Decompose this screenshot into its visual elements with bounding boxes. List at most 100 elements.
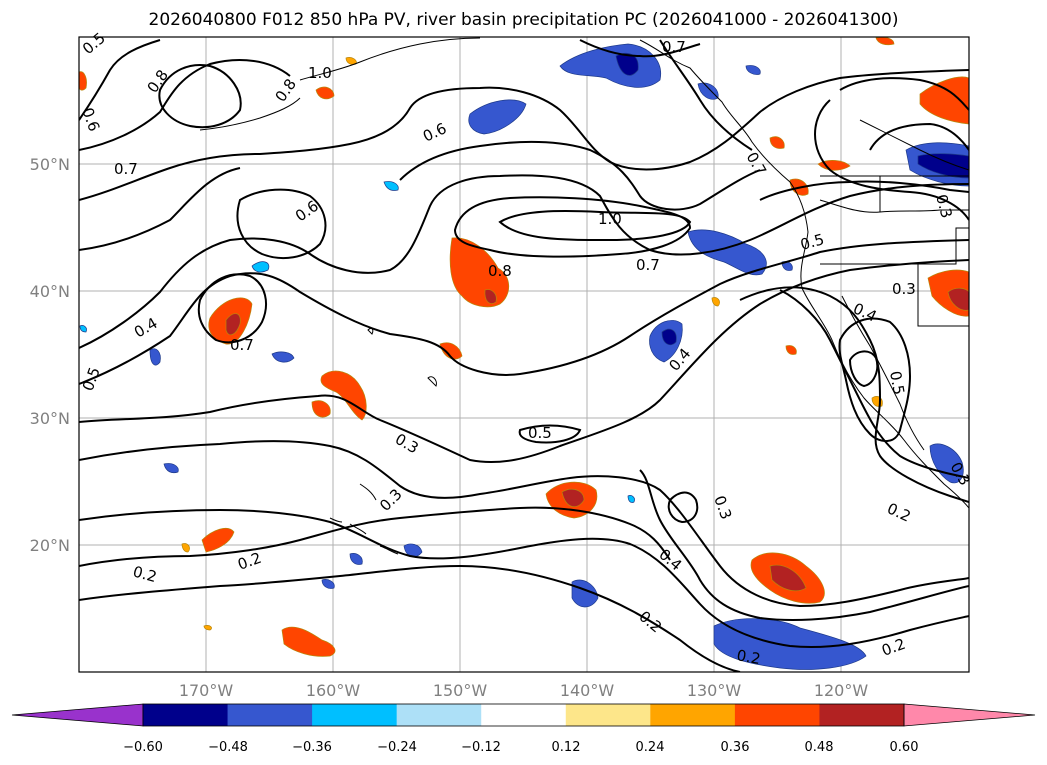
precip-blob (320, 370, 367, 421)
precip-blob (315, 86, 335, 100)
colorbar-extend-max (903, 703, 1036, 727)
contour-label: 0.8 (272, 75, 300, 105)
contour-label: 0.2 (879, 635, 908, 660)
precip-blob (79, 71, 87, 91)
negative-precip-areas (79, 43, 969, 670)
lat-label: 50°N (30, 155, 70, 174)
precip-blob (687, 229, 767, 276)
contour-label: 0.4 (850, 299, 879, 325)
precip-blob (271, 351, 295, 363)
precip-blob (559, 43, 662, 88)
contour-label: 0.2 (884, 499, 913, 525)
contour-label: 0.6 (78, 105, 103, 134)
contour-label: 0.5 (528, 424, 552, 442)
precip-blob (149, 348, 161, 366)
colorbar-tick-label: 0.48 (805, 740, 834, 755)
map-frame (78, 36, 970, 673)
precip-blob (403, 543, 423, 558)
colorbar: −0.60 −0.48 −0.36 −0.24 −0.12 0.12 0.24 … (11, 703, 1036, 755)
precip-blob (929, 443, 964, 484)
contour-label: 0.6 (292, 197, 322, 225)
lon-label: 160°W (306, 681, 361, 700)
precip-blob (661, 328, 677, 346)
pv-contours (79, 39, 969, 672)
gridlines (79, 37, 969, 672)
contour-label: 1.0 (308, 64, 332, 82)
contour-label: 0.3 (932, 192, 956, 220)
precip-blob (468, 99, 527, 135)
contour-label: 0.7 (636, 256, 660, 274)
contour-label: 0.7 (743, 149, 771, 179)
colorbar-segment (650, 704, 736, 726)
contour-label: 0.8 (488, 262, 512, 280)
precip-blob (349, 553, 363, 565)
lon-label: 140°W (560, 681, 615, 700)
precip-blob (201, 528, 235, 553)
contour-label: 0.5 (79, 365, 104, 394)
precip-blob (697, 82, 719, 100)
precip-blob (947, 287, 969, 311)
colorbar-frame (142, 703, 905, 727)
precip-blob (281, 626, 336, 657)
precip-blob (439, 342, 463, 360)
precip-blob (561, 488, 585, 507)
precip-blob (769, 136, 785, 149)
contour-label: 0.3 (892, 280, 916, 298)
contour-label: 0.5 (798, 230, 826, 254)
longitude-labels: 170°W 160°W 150°W 140°W 130°W 120°W (179, 681, 869, 700)
precip-blob (163, 463, 179, 474)
precip-blob (203, 625, 212, 631)
coastlines (199, 37, 969, 555)
colorbar-segment (227, 704, 313, 726)
colorbar-tick-label: −0.24 (377, 740, 417, 755)
colorbar-segment (481, 704, 567, 726)
colorbar-tick-label: 0.12 (552, 740, 581, 755)
colorbar-extend-min (11, 703, 144, 727)
lon-label: 120°W (814, 681, 869, 700)
colorbar-tick-label: 0.24 (636, 740, 665, 755)
colorbar-tick-label: −0.12 (461, 740, 501, 755)
lon-label: 170°W (179, 681, 234, 700)
precip-blob (745, 65, 761, 75)
colorbar-segment (396, 704, 482, 726)
precip-blob (917, 153, 969, 179)
lat-label: 30°N (30, 409, 70, 428)
contour-label: 0.3 (392, 430, 422, 458)
precip-blob (919, 76, 969, 125)
colorbar-tick-label: 0.36 (721, 740, 750, 755)
colorbar-tick-label: −0.48 (208, 740, 248, 755)
contour-label: 0.5 (886, 370, 908, 397)
lon-label: 150°W (433, 681, 488, 700)
precip-blob (311, 400, 331, 418)
precip-blob (225, 313, 241, 336)
map-title: 2026040800 F012 850 hPa PV, river basin … (148, 10, 899, 30)
contour-label: 1.0 (598, 210, 622, 228)
contour-label: 0.4 (131, 314, 161, 342)
precip-blob (449, 237, 510, 308)
precip-blob (321, 579, 335, 589)
contour-label: 0.7 (230, 336, 254, 354)
lat-label: 40°N (30, 282, 70, 301)
precip-blob (181, 543, 190, 553)
colorbar-tick-label: −0.36 (292, 740, 332, 755)
colorbar-segment (312, 704, 398, 726)
contour-label: 0.6 (420, 119, 449, 145)
precip-blob (383, 181, 399, 191)
colorbar-segment (143, 704, 229, 726)
positive-precip-areas (79, 37, 969, 657)
lon-label: 130°W (687, 681, 742, 700)
precip-blob (817, 160, 851, 171)
precip-blob (79, 325, 87, 333)
colorbar-segment (734, 704, 820, 726)
lat-label: 20°N (30, 536, 70, 555)
contour-label: 0.7 (114, 160, 138, 178)
precip-blob (785, 345, 797, 355)
precip-blob (769, 564, 807, 592)
colorbar-segment (819, 704, 905, 726)
precip-blob (627, 495, 635, 503)
precip-blob (713, 618, 867, 670)
contour-label: 0.5 (79, 29, 109, 58)
contour-label: 0.3 (376, 485, 406, 515)
contour-label: 0.8 (144, 66, 172, 96)
